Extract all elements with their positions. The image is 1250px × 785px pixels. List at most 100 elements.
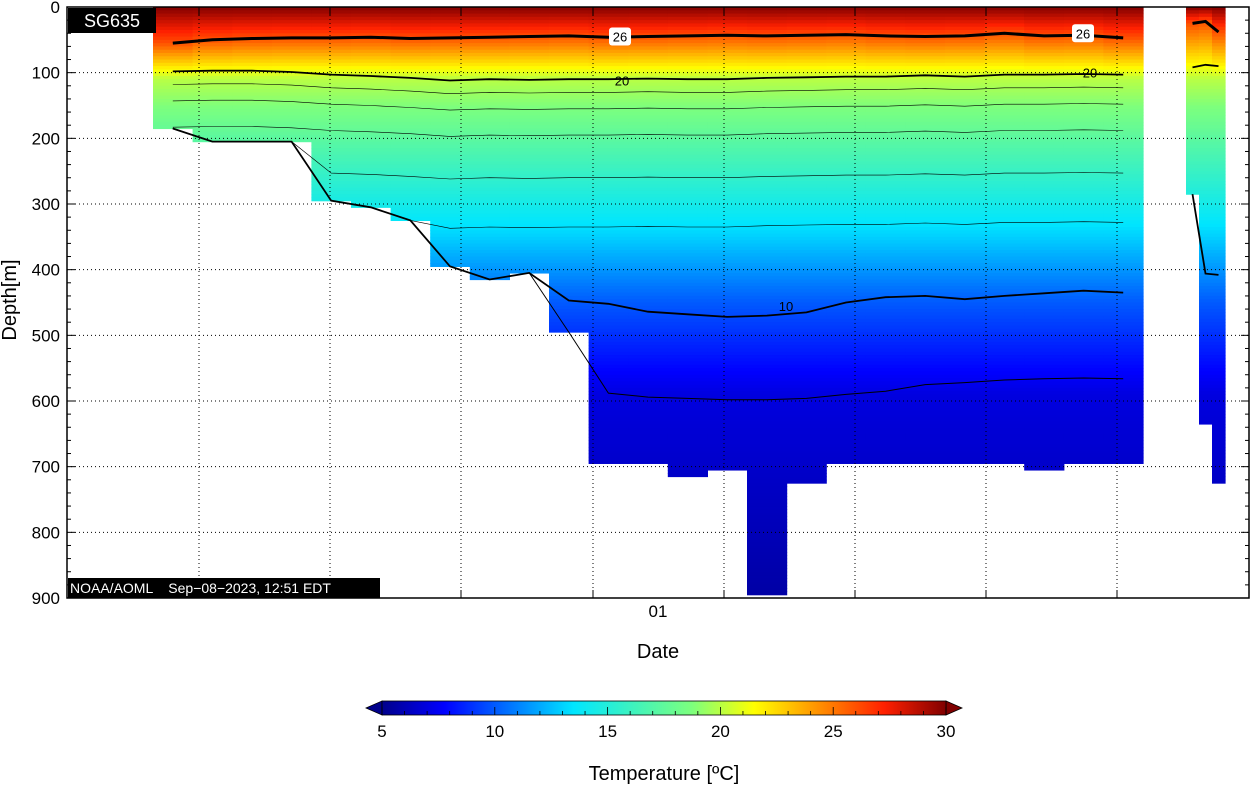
temperature-cell xyxy=(865,220,906,225)
temperature-cell xyxy=(469,233,510,238)
temperature-cell xyxy=(1103,420,1144,425)
temperature-cell xyxy=(945,384,986,389)
temperature-cell xyxy=(1024,253,1065,258)
temperature-cell xyxy=(945,387,986,392)
temperature-cell xyxy=(588,135,629,139)
temperature-cell xyxy=(984,332,1025,336)
temperature-cell xyxy=(826,75,867,80)
temperature-cell xyxy=(707,292,748,297)
temperature-cell xyxy=(509,59,550,64)
temperature-cell xyxy=(1212,197,1226,202)
temperature-cell xyxy=(311,20,352,25)
temperature-cell xyxy=(430,7,471,11)
temperature-cell xyxy=(905,121,946,126)
temperature-cell xyxy=(707,289,748,294)
temperature-cell xyxy=(1212,184,1226,189)
temperature-cell xyxy=(1063,82,1104,87)
temperature-cell xyxy=(786,230,827,235)
temperature-cell xyxy=(1103,164,1144,169)
temperature-cell xyxy=(826,36,867,41)
temperature-cell xyxy=(1212,325,1226,330)
temperature-cell xyxy=(588,69,629,74)
temperature-cell xyxy=(707,430,748,435)
temperature-cell xyxy=(826,43,867,47)
temperature-cell xyxy=(1103,381,1144,386)
temperature-cell xyxy=(865,59,906,64)
temperature-cell xyxy=(588,318,629,323)
temperature-cell xyxy=(905,427,946,432)
temperature-cell xyxy=(1103,190,1144,195)
temperature-cell xyxy=(588,102,629,107)
temperature-cell xyxy=(469,223,510,228)
temperature-cell xyxy=(1199,95,1213,100)
temperature-cell xyxy=(192,95,233,100)
temperature-cell xyxy=(1063,121,1104,126)
temperature-cell xyxy=(1063,171,1104,176)
temperature-cell xyxy=(1103,259,1144,264)
temperature-cell xyxy=(1063,154,1104,159)
temperature-cell xyxy=(588,154,629,159)
temperature-cell xyxy=(1063,282,1104,287)
temperature-cell xyxy=(1024,16,1065,21)
temperature-cell xyxy=(786,463,827,468)
temperature-cell xyxy=(905,230,946,235)
temperature-cell xyxy=(826,286,867,290)
temperature-cell xyxy=(588,401,629,405)
temperature-cell xyxy=(707,322,748,327)
temperature-cell xyxy=(588,7,629,11)
temperature-cell xyxy=(1024,246,1065,251)
temperature-cell xyxy=(588,381,629,386)
temperature-cell xyxy=(1103,161,1144,166)
segment2-profile-1 xyxy=(1199,7,1213,425)
temperature-cell xyxy=(865,125,906,130)
temperature-cell xyxy=(628,364,669,369)
temperature-cell xyxy=(707,302,748,307)
temperature-cell xyxy=(984,59,1025,64)
y-tick-label: 400 xyxy=(32,261,60,280)
temperature-cell xyxy=(826,26,867,31)
temperature-cell xyxy=(311,164,352,169)
temperature-cell xyxy=(826,187,867,192)
temperature-cell xyxy=(430,39,471,44)
temperature-cell xyxy=(509,200,550,205)
temperature-cell xyxy=(945,417,986,422)
temperature-cell xyxy=(1186,118,1200,123)
temperature-cell xyxy=(1186,43,1200,47)
temperature-cell xyxy=(430,131,471,136)
temperature-cell xyxy=(1199,56,1213,61)
temperature-cell xyxy=(390,16,431,21)
temperature-cell xyxy=(667,184,708,189)
temperature-cell xyxy=(984,158,1025,162)
temperature-cell xyxy=(628,318,669,323)
temperature-cell xyxy=(945,276,986,281)
temperature-cell xyxy=(628,450,669,455)
temperature-cell xyxy=(747,82,788,87)
temperature-cell xyxy=(469,181,510,185)
temperature-cell xyxy=(192,66,233,70)
temperature-cell xyxy=(588,105,629,110)
temperature-cell xyxy=(667,272,708,277)
temperature-cell xyxy=(984,79,1025,84)
temperature-cell xyxy=(628,177,669,182)
temperature-cell xyxy=(1063,397,1104,402)
temperature-cell xyxy=(984,289,1025,294)
temperature-cell xyxy=(192,7,233,11)
temperature-cell xyxy=(1212,299,1226,304)
temperature-cell xyxy=(469,135,510,139)
temperature-cell xyxy=(1186,52,1200,57)
temperature-cell xyxy=(945,407,986,412)
temperature-cell xyxy=(707,56,748,61)
temperature-cell xyxy=(1024,92,1065,97)
temperature-cell xyxy=(786,200,827,205)
temperature-cell xyxy=(628,13,669,18)
temperature-cell xyxy=(1103,282,1144,287)
temperature-cell xyxy=(1103,69,1144,74)
temperature-cell xyxy=(747,318,788,323)
temperature-cell xyxy=(1063,223,1104,228)
temperature-cell xyxy=(509,46,550,51)
temperature-cell xyxy=(984,381,1025,386)
temperature-cell xyxy=(1024,29,1065,34)
temperature-cell xyxy=(469,259,510,264)
temperature-cell xyxy=(707,463,748,468)
temperature-cell xyxy=(707,98,748,103)
